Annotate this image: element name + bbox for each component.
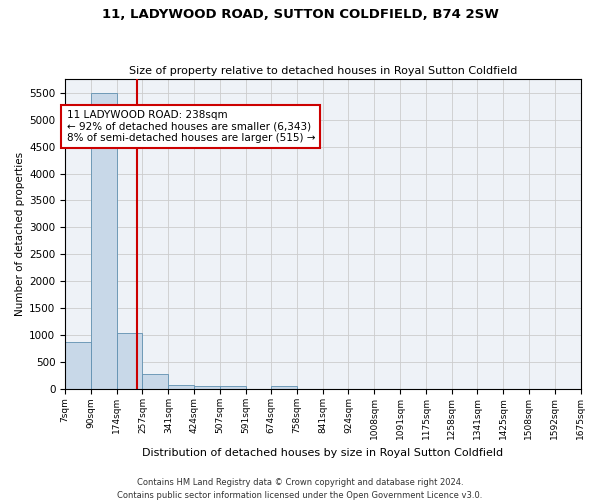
Bar	[194, 386, 220, 390]
Bar	[65, 342, 91, 390]
Title: Size of property relative to detached houses in Royal Sutton Coldfield: Size of property relative to detached ho…	[128, 66, 517, 76]
Text: Contains HM Land Registry data © Crown copyright and database right 2024.
Contai: Contains HM Land Registry data © Crown c…	[118, 478, 482, 500]
X-axis label: Distribution of detached houses by size in Royal Sutton Coldfield: Distribution of detached houses by size …	[142, 448, 503, 458]
Y-axis label: Number of detached properties: Number of detached properties	[15, 152, 25, 316]
Text: 11, LADYWOOD ROAD, SUTTON COLDFIELD, B74 2SW: 11, LADYWOOD ROAD, SUTTON COLDFIELD, B74…	[101, 8, 499, 20]
Bar	[220, 386, 245, 390]
Bar	[142, 374, 169, 390]
Bar	[117, 332, 142, 390]
Text: 11 LADYWOOD ROAD: 238sqm
← 92% of detached houses are smaller (6,343)
8% of semi: 11 LADYWOOD ROAD: 238sqm ← 92% of detach…	[67, 110, 315, 143]
Bar	[169, 385, 194, 390]
Bar	[91, 92, 117, 390]
Bar	[271, 386, 297, 390]
